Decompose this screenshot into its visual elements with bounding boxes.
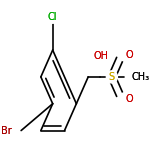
Text: O: O: [125, 50, 133, 60]
Text: CH₃: CH₃: [132, 72, 150, 82]
Text: O: O: [125, 50, 133, 60]
Circle shape: [88, 50, 99, 62]
Text: S: S: [109, 72, 115, 82]
Text: O: O: [125, 94, 133, 104]
Text: Br: Br: [1, 126, 11, 136]
Circle shape: [106, 71, 117, 83]
Text: Br: Br: [1, 126, 11, 136]
Circle shape: [6, 124, 17, 137]
Text: OH: OH: [94, 51, 109, 61]
Circle shape: [126, 71, 138, 83]
Text: Cl: Cl: [48, 12, 57, 22]
Circle shape: [120, 93, 131, 105]
Text: O: O: [125, 94, 133, 104]
Circle shape: [120, 49, 131, 61]
Text: CH₃: CH₃: [132, 72, 150, 82]
Text: S: S: [109, 72, 115, 82]
Text: OH: OH: [94, 51, 109, 61]
Circle shape: [47, 11, 58, 23]
Text: Cl: Cl: [48, 12, 57, 22]
